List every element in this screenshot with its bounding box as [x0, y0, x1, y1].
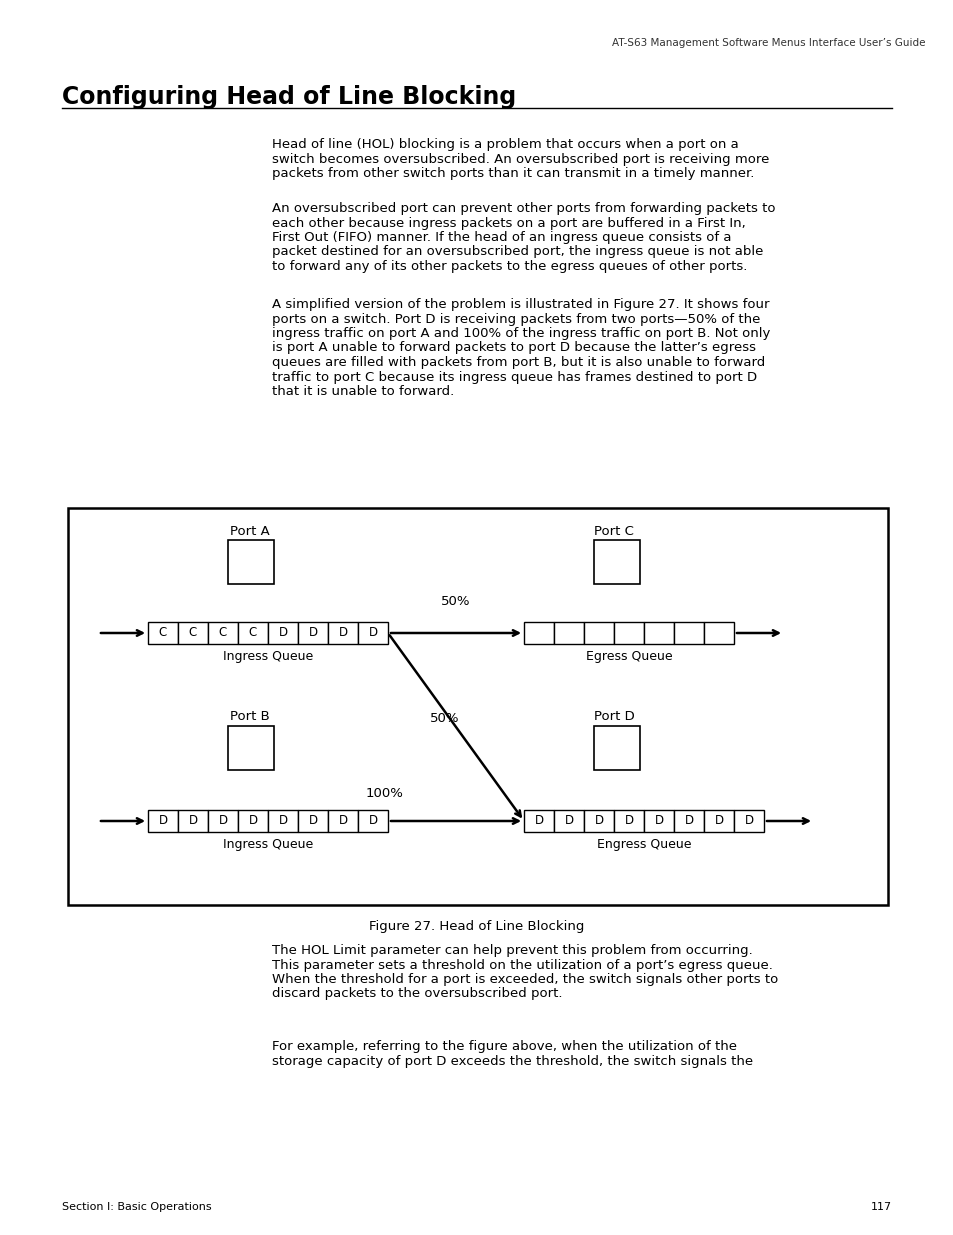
- Bar: [148, 810, 178, 832]
- Text: D: D: [308, 815, 317, 827]
- Text: Configuring Head of Line Blocking: Configuring Head of Line Blocking: [62, 85, 516, 109]
- Text: A simplified version of the problem is illustrated in Figure 27. It shows four: A simplified version of the problem is i…: [272, 298, 769, 311]
- Text: Ingress Queue: Ingress Queue: [223, 650, 313, 663]
- Text: C: C: [159, 626, 167, 640]
- Bar: [614, 810, 643, 832]
- Text: Egress Queue: Egress Queue: [585, 650, 672, 663]
- Text: packets from other switch ports than it can transmit in a timely manner.: packets from other switch ports than it …: [272, 167, 754, 180]
- Text: 50%: 50%: [430, 713, 459, 725]
- Bar: [703, 810, 733, 832]
- Text: packet destined for an oversubscribed port, the ingress queue is not able: packet destined for an oversubscribed po…: [272, 246, 762, 258]
- Text: to forward any of its other packets to the egress queues of other ports.: to forward any of its other packets to t…: [272, 261, 746, 273]
- Text: D: D: [594, 815, 603, 827]
- Bar: [357, 622, 388, 643]
- Text: discard packets to the oversubscribed port.: discard packets to the oversubscribed po…: [272, 988, 562, 1000]
- Bar: [357, 810, 388, 832]
- Bar: [237, 810, 268, 832]
- Bar: [614, 622, 643, 643]
- Text: D: D: [534, 815, 543, 827]
- Bar: [228, 540, 274, 584]
- Text: storage capacity of port D exceeds the threshold, the switch signals the: storage capacity of port D exceeds the t…: [272, 1055, 752, 1067]
- Text: C: C: [189, 626, 197, 640]
- Bar: [673, 810, 703, 832]
- Text: D: D: [189, 815, 197, 827]
- Bar: [594, 540, 639, 584]
- Bar: [68, 508, 887, 905]
- Text: D: D: [714, 815, 722, 827]
- Bar: [523, 622, 554, 643]
- Text: Ingress Queue: Ingress Queue: [223, 839, 313, 851]
- Bar: [268, 622, 297, 643]
- Bar: [208, 810, 237, 832]
- Bar: [523, 810, 554, 832]
- Bar: [554, 622, 583, 643]
- Bar: [148, 622, 178, 643]
- Bar: [297, 622, 328, 643]
- Bar: [208, 622, 237, 643]
- Text: that it is unable to forward.: that it is unable to forward.: [272, 385, 454, 398]
- Text: Port C: Port C: [594, 525, 633, 538]
- Text: D: D: [308, 626, 317, 640]
- Bar: [228, 726, 274, 769]
- Text: D: D: [564, 815, 573, 827]
- Text: Figure 27. Head of Line Blocking: Figure 27. Head of Line Blocking: [369, 920, 584, 932]
- Text: Engress Queue: Engress Queue: [597, 839, 691, 851]
- Bar: [594, 726, 639, 769]
- Bar: [673, 622, 703, 643]
- Bar: [643, 810, 673, 832]
- Text: D: D: [338, 626, 347, 640]
- Text: D: D: [368, 815, 377, 827]
- Text: D: D: [158, 815, 168, 827]
- Text: D: D: [218, 815, 228, 827]
- Text: 117: 117: [870, 1202, 891, 1212]
- Bar: [733, 810, 763, 832]
- Text: ports on a switch. Port D is receiving packets from two ports—50% of the: ports on a switch. Port D is receiving p…: [272, 312, 760, 326]
- Bar: [328, 810, 357, 832]
- Text: C: C: [218, 626, 227, 640]
- Text: is port A unable to forward packets to port D because the latter’s egress: is port A unable to forward packets to p…: [272, 342, 755, 354]
- Bar: [328, 622, 357, 643]
- Bar: [703, 622, 733, 643]
- Bar: [178, 810, 208, 832]
- Bar: [237, 622, 268, 643]
- Text: 50%: 50%: [441, 595, 470, 608]
- Text: queues are filled with packets from port B, but it is also unable to forward: queues are filled with packets from port…: [272, 356, 764, 369]
- Text: Section I: Basic Operations: Section I: Basic Operations: [62, 1202, 212, 1212]
- Bar: [268, 810, 297, 832]
- Text: When the threshold for a port is exceeded, the switch signals other ports to: When the threshold for a port is exceede…: [272, 973, 778, 986]
- Bar: [583, 622, 614, 643]
- Bar: [178, 622, 208, 643]
- Text: Head of line (HOL) blocking is a problem that occurs when a port on a: Head of line (HOL) blocking is a problem…: [272, 138, 738, 151]
- Text: D: D: [278, 815, 287, 827]
- Bar: [643, 622, 673, 643]
- Text: each other because ingress packets on a port are buffered in a First In,: each other because ingress packets on a …: [272, 216, 745, 230]
- Text: Port B: Port B: [230, 710, 270, 722]
- Text: D: D: [624, 815, 633, 827]
- Text: For example, referring to the figure above, when the utilization of the: For example, referring to the figure abo…: [272, 1040, 737, 1053]
- Text: AT-S63 Management Software Menus Interface User’s Guide: AT-S63 Management Software Menus Interfa…: [612, 38, 925, 48]
- Text: D: D: [743, 815, 753, 827]
- Text: D: D: [654, 815, 663, 827]
- Text: D: D: [248, 815, 257, 827]
- Bar: [297, 810, 328, 832]
- Bar: [554, 810, 583, 832]
- Text: D: D: [683, 815, 693, 827]
- Bar: [583, 810, 614, 832]
- Text: Port D: Port D: [594, 710, 634, 722]
- Text: C: C: [249, 626, 257, 640]
- Text: traffic to port C because its ingress queue has frames destined to port D: traffic to port C because its ingress qu…: [272, 370, 757, 384]
- Text: 100%: 100%: [366, 787, 403, 800]
- Text: Port A: Port A: [230, 525, 270, 538]
- Text: First Out (FIFO) manner. If the head of an ingress queue consists of a: First Out (FIFO) manner. If the head of …: [272, 231, 731, 245]
- Text: D: D: [368, 626, 377, 640]
- Text: D: D: [338, 815, 347, 827]
- Text: This parameter sets a threshold on the utilization of a port’s egress queue.: This parameter sets a threshold on the u…: [272, 958, 772, 972]
- Text: ingress traffic on port A and 100% of the ingress traffic on port B. Not only: ingress traffic on port A and 100% of th…: [272, 327, 770, 340]
- Text: The HOL Limit parameter can help prevent this problem from occurring.: The HOL Limit parameter can help prevent…: [272, 944, 752, 957]
- Text: D: D: [278, 626, 287, 640]
- Text: An oversubscribed port can prevent other ports from forwarding packets to: An oversubscribed port can prevent other…: [272, 203, 775, 215]
- Text: switch becomes oversubscribed. An oversubscribed port is receiving more: switch becomes oversubscribed. An oversu…: [272, 152, 768, 165]
